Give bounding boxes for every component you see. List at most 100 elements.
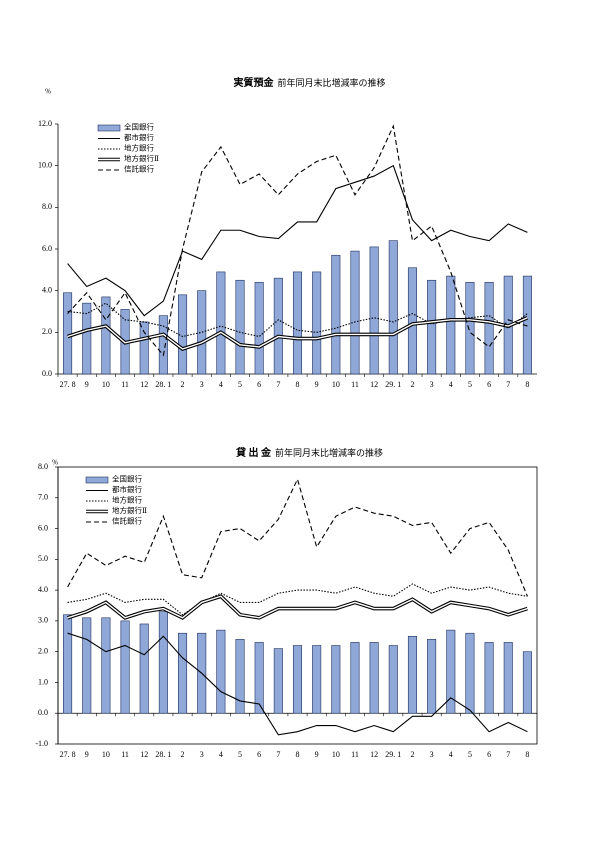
y-unit: % bbox=[52, 459, 58, 467]
bar bbox=[522, 651, 532, 714]
bar bbox=[350, 642, 360, 714]
x-tick-label: 9 bbox=[315, 750, 319, 759]
x-tick-label: 8 bbox=[296, 750, 300, 759]
legend-label: 全国銀行 bbox=[112, 474, 142, 484]
x-tick-label: 12 bbox=[140, 750, 148, 759]
bar bbox=[139, 623, 149, 714]
bar bbox=[120, 620, 130, 714]
x-tick-label: 28. 1 bbox=[155, 380, 171, 389]
x-tick-label: 7 bbox=[276, 750, 280, 759]
bar bbox=[273, 648, 283, 714]
legend-label: 全国銀行 bbox=[124, 122, 154, 132]
x-tick-label: 27. 8 bbox=[60, 750, 76, 759]
x-tick-label: 4 bbox=[449, 380, 453, 389]
x-tick-label: 5 bbox=[468, 750, 472, 759]
bar bbox=[331, 254, 341, 375]
x-tick-label: 3 bbox=[430, 380, 434, 389]
legend-label: 地方銀行Ⅱ bbox=[112, 505, 147, 515]
line-series bbox=[67, 124, 528, 357]
line-series bbox=[67, 583, 528, 616]
x-tick-label: 7 bbox=[276, 380, 280, 389]
y-tick-label: 5.0 bbox=[38, 554, 48, 563]
legend-label: 都市銀行 bbox=[124, 132, 154, 142]
bar bbox=[465, 632, 475, 714]
x-tick-label: 2 bbox=[181, 380, 185, 389]
x-tick-label: 11 bbox=[351, 750, 359, 759]
x-tick-label: 5 bbox=[238, 750, 242, 759]
y-tick-label: 10.0 bbox=[38, 160, 52, 169]
y-tick-label: 6.0 bbox=[42, 244, 52, 253]
bar bbox=[292, 645, 303, 714]
chart-title: 貸 出 金前年同月末比増減率の推移 bbox=[235, 446, 383, 459]
y-tick-label: 8.0 bbox=[38, 462, 48, 471]
chart-title-main: 実質預金 bbox=[233, 76, 274, 89]
legend-swatch bbox=[97, 124, 121, 132]
bar bbox=[484, 642, 494, 714]
x-tick-label: 5 bbox=[468, 380, 472, 389]
x-tick-label: 5 bbox=[238, 380, 242, 389]
bar bbox=[197, 290, 207, 375]
x-tick-label: 4 bbox=[219, 380, 223, 389]
x-tick-label: 6 bbox=[487, 380, 491, 389]
y-tick-label: 1.0 bbox=[38, 677, 48, 686]
bar bbox=[407, 267, 417, 375]
bar bbox=[446, 275, 456, 375]
bar bbox=[63, 292, 73, 375]
y-tick-label: 8.0 bbox=[42, 202, 52, 211]
x-tick-label: 27. 8 bbox=[60, 380, 76, 389]
x-tick-label: 12 bbox=[370, 380, 378, 389]
x-tick-label: 2 bbox=[410, 380, 414, 389]
line-series-inner bbox=[67, 595, 528, 619]
bar bbox=[369, 246, 379, 375]
bar bbox=[216, 629, 226, 714]
x-tick-label: 11 bbox=[121, 380, 129, 389]
bar bbox=[503, 642, 513, 714]
x-tick-label: 12 bbox=[370, 750, 378, 759]
y-tick-label: 7.0 bbox=[38, 493, 48, 502]
legend-swatch bbox=[85, 476, 109, 484]
x-tick-label: 6 bbox=[487, 750, 491, 759]
x-tick-label: 10 bbox=[102, 750, 110, 759]
x-tick-label: 29. 1 bbox=[385, 750, 401, 759]
y-tick-label: 3.0 bbox=[38, 616, 48, 625]
bar bbox=[101, 617, 111, 714]
bar bbox=[292, 271, 303, 375]
x-tick-label: 3 bbox=[200, 750, 204, 759]
x-tick-label: 6 bbox=[257, 380, 261, 389]
bar bbox=[216, 271, 226, 375]
bar bbox=[484, 282, 494, 375]
bar bbox=[82, 302, 92, 375]
legend-label: 信託銀行 bbox=[112, 516, 142, 526]
legend-label: 地方銀行 bbox=[124, 143, 154, 153]
legend-label: 地方銀行Ⅱ bbox=[124, 153, 159, 163]
y-tick-label: 4.0 bbox=[38, 585, 48, 594]
x-tick-label: 10 bbox=[102, 380, 110, 389]
bar bbox=[273, 277, 283, 375]
bar bbox=[235, 279, 245, 375]
bar bbox=[101, 296, 111, 375]
bar bbox=[235, 639, 245, 714]
x-tick-label: 6 bbox=[257, 750, 261, 759]
bar bbox=[63, 614, 73, 714]
bar bbox=[254, 282, 264, 375]
legend-label: 都市銀行 bbox=[112, 484, 142, 494]
x-tick-label: 29. 1 bbox=[385, 380, 401, 389]
x-tick-label: 8 bbox=[525, 380, 529, 389]
bar bbox=[312, 645, 322, 714]
bar bbox=[139, 321, 149, 375]
bar bbox=[388, 240, 398, 375]
bar bbox=[407, 635, 417, 714]
x-tick-label: 2 bbox=[181, 750, 185, 759]
y-tick-label: 4.0 bbox=[42, 285, 52, 294]
y-unit: % bbox=[45, 88, 51, 96]
x-tick-label: 4 bbox=[219, 750, 223, 759]
chart-title: 実質預金 前年同月末比増減率の推移 bbox=[233, 76, 385, 89]
legend-label: 地方銀行 bbox=[112, 495, 142, 505]
x-tick-label: 4 bbox=[449, 750, 453, 759]
bar bbox=[465, 282, 475, 375]
y-tick-label: 0.0 bbox=[38, 708, 48, 717]
bar bbox=[158, 611, 168, 714]
bar bbox=[369, 642, 379, 714]
x-tick-label: 11 bbox=[351, 380, 359, 389]
